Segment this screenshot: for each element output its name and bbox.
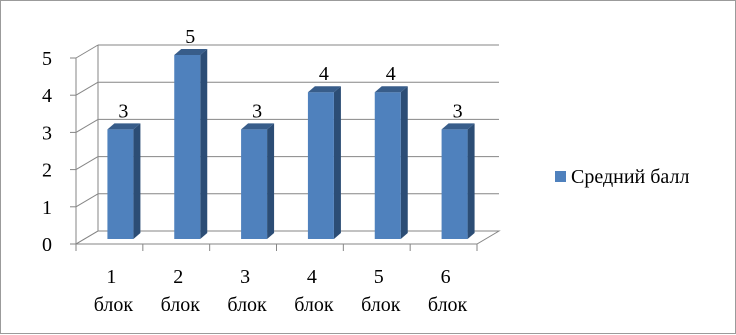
bar-top — [441, 123, 475, 130]
legend-label: Средний балл — [571, 166, 689, 188]
bar-side — [133, 123, 141, 239]
bar-top — [107, 123, 141, 130]
bar — [441, 123, 475, 239]
y-tick-label: 1 — [42, 197, 52, 219]
bar-front — [241, 129, 268, 239]
category-label-number: 2 — [173, 266, 183, 288]
bar-top — [374, 86, 408, 93]
bar-top — [241, 123, 275, 130]
y-tick-label: 4 — [42, 85, 52, 107]
bar-side — [267, 123, 275, 239]
category-label-word: блок — [161, 294, 201, 316]
bar — [241, 123, 275, 239]
bar-side — [467, 123, 475, 239]
y-tick-label: 2 — [42, 160, 52, 182]
gridline-diagonal — [75, 44, 99, 59]
bar — [174, 49, 208, 239]
category-label-word: блок — [94, 294, 134, 316]
category-label-number: 1 — [106, 266, 116, 288]
y-tick-label: 5 — [42, 48, 52, 70]
category-label-word: блок — [428, 294, 468, 316]
bar-side — [200, 49, 208, 239]
gridline-diagonal — [75, 156, 99, 171]
bar-side — [333, 86, 341, 239]
bar-front — [174, 55, 201, 239]
category-label-word: блок — [361, 294, 401, 316]
gridline-diagonal — [75, 118, 99, 133]
bar-front — [307, 92, 334, 239]
category-label-word: блок — [294, 294, 334, 316]
category-label-number: 6 — [441, 266, 451, 288]
category-label-number: 5 — [374, 266, 384, 288]
y-tick-label: 3 — [42, 122, 52, 144]
data-label: 4 — [386, 63, 396, 85]
data-label: 4 — [319, 63, 329, 85]
data-label: 3 — [118, 100, 128, 122]
bar — [107, 123, 141, 239]
bar-front — [374, 92, 401, 239]
bar-side — [400, 86, 408, 239]
bar-front — [441, 129, 468, 239]
bar-top — [307, 86, 341, 93]
data-label: 3 — [252, 100, 262, 122]
bar-front — [107, 129, 134, 239]
data-label: 5 — [185, 26, 195, 48]
bar-top — [174, 49, 208, 55]
bar — [374, 86, 408, 239]
y-tick-label: 0 — [42, 234, 52, 256]
category-label-number: 4 — [307, 266, 317, 288]
legend-swatch — [555, 171, 566, 182]
data-label: 3 — [453, 100, 463, 122]
gridline-diagonal — [75, 81, 99, 96]
gridline-diagonal — [75, 193, 99, 208]
category-label-number: 3 — [240, 266, 250, 288]
category-label-word: блок — [227, 294, 267, 316]
bar — [307, 86, 341, 239]
